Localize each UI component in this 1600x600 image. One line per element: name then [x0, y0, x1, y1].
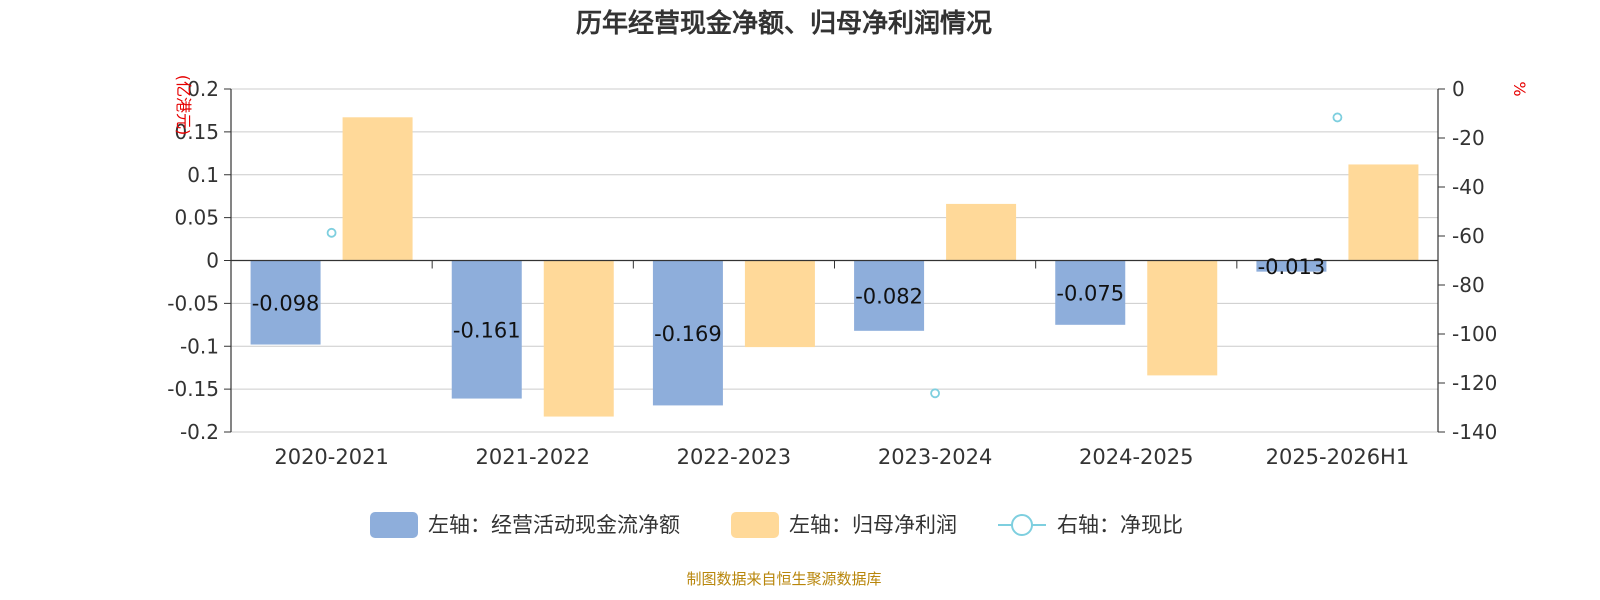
left-tick-label: 0: [206, 249, 219, 273]
ratio-point: [1332, 112, 1343, 123]
x-tick-label: 2021-2022: [476, 445, 590, 469]
bar-net-profit: [744, 260, 815, 348]
left-axis-ticks: 0.2 0.15 0.1 0.05 0 -0.05 -0.1 -0.15 -0.2: [167, 77, 231, 444]
right-tick-label: -140: [1452, 420, 1497, 444]
left-tick-label: 0.05: [174, 206, 219, 230]
left-tick-label: 0.2: [187, 77, 219, 101]
left-tick-label: -0.1: [180, 334, 219, 358]
legend-swatch-cash-flow: [370, 512, 418, 538]
right-tick-label: -120: [1452, 371, 1497, 395]
ratio-point: [930, 388, 940, 399]
bar-cash-flow: [1256, 260, 1327, 272]
bar-net-profit: [1147, 260, 1218, 376]
bar-net-profit: [543, 260, 614, 417]
right-axis-label: %: [1510, 81, 1529, 96]
left-tick-label: -0.15: [167, 377, 219, 401]
right-tick-label: -80: [1452, 273, 1485, 297]
x-axis-ticks: 2020-2021 2021-2022 2022-2023 2023-2024 2024…: [274, 445, 1409, 469]
x-tick-label: 2024-2025: [1079, 445, 1193, 469]
left-tick-label: -0.2: [180, 420, 219, 444]
legend-label-ratio: 右轴：净现比: [1057, 513, 1183, 537]
right-axis-ticks: 0 -20 -40 -60 -80 -100 -120 -140: [1438, 77, 1497, 444]
bars: [250, 117, 1419, 417]
left-tick-label: 0.15: [174, 120, 219, 144]
bar-net-profit: [1348, 164, 1419, 261]
left-tick-label: 0.1: [187, 163, 219, 187]
legend-swatch-net-profit: [731, 512, 779, 538]
bar-cash-flow: [854, 260, 925, 331]
chart-title: 历年经营现金净额、归母净利润情况: [576, 8, 992, 39]
data-labels: -0.098 -0.161 -0.169 -0.082 -0.075 -0.013: [252, 255, 1326, 346]
data-label-cash-flow: -0.169: [654, 322, 722, 346]
x-tick-label: 2020-2021: [274, 445, 388, 469]
bar-cash-flow: [451, 260, 522, 399]
legend: 左轴：经营活动现金流净额 左轴：归母净利润 右轴：净现比: [370, 512, 1183, 538]
x-tick-label: 2025-2026H1: [1266, 445, 1410, 469]
bar-cash-flow: [1055, 260, 1126, 325]
bar-net-profit: [342, 117, 413, 261]
right-tick-label: 0: [1452, 77, 1465, 101]
data-label-cash-flow: -0.161: [453, 319, 521, 343]
data-label-cash-flow: -0.075: [1056, 282, 1124, 306]
right-tick-label: -100: [1452, 322, 1497, 346]
legend-marker-ratio: [1011, 514, 1033, 536]
legend-label-net-profit: 左轴：归母净利润: [789, 513, 957, 537]
x-tick-label: 2022-2023: [677, 445, 791, 469]
left-axis-label: (亿港元): [174, 75, 193, 136]
right-tick-label: -20: [1452, 126, 1485, 150]
bar-net-profit: [946, 203, 1017, 261]
data-label-cash-flow: -0.098: [252, 292, 320, 316]
left-tick-label: -0.05: [167, 291, 219, 315]
data-label-cash-flow: -0.013: [1258, 255, 1326, 279]
x-tick-label: 2023-2024: [878, 445, 992, 469]
bar-cash-flow: [250, 260, 321, 345]
right-tick-label: -60: [1452, 224, 1485, 248]
ratio-point: [326, 227, 337, 238]
ratio-points: [326, 112, 1343, 399]
bar-cash-flow: [652, 260, 723, 406]
legend-label-cash-flow: 左轴：经营活动现金流净额: [428, 513, 680, 537]
right-tick-label: -40: [1452, 175, 1485, 199]
source-note: 制图数据来自恒生聚源数据库: [686, 570, 881, 588]
data-label-cash-flow: -0.082: [855, 285, 923, 309]
